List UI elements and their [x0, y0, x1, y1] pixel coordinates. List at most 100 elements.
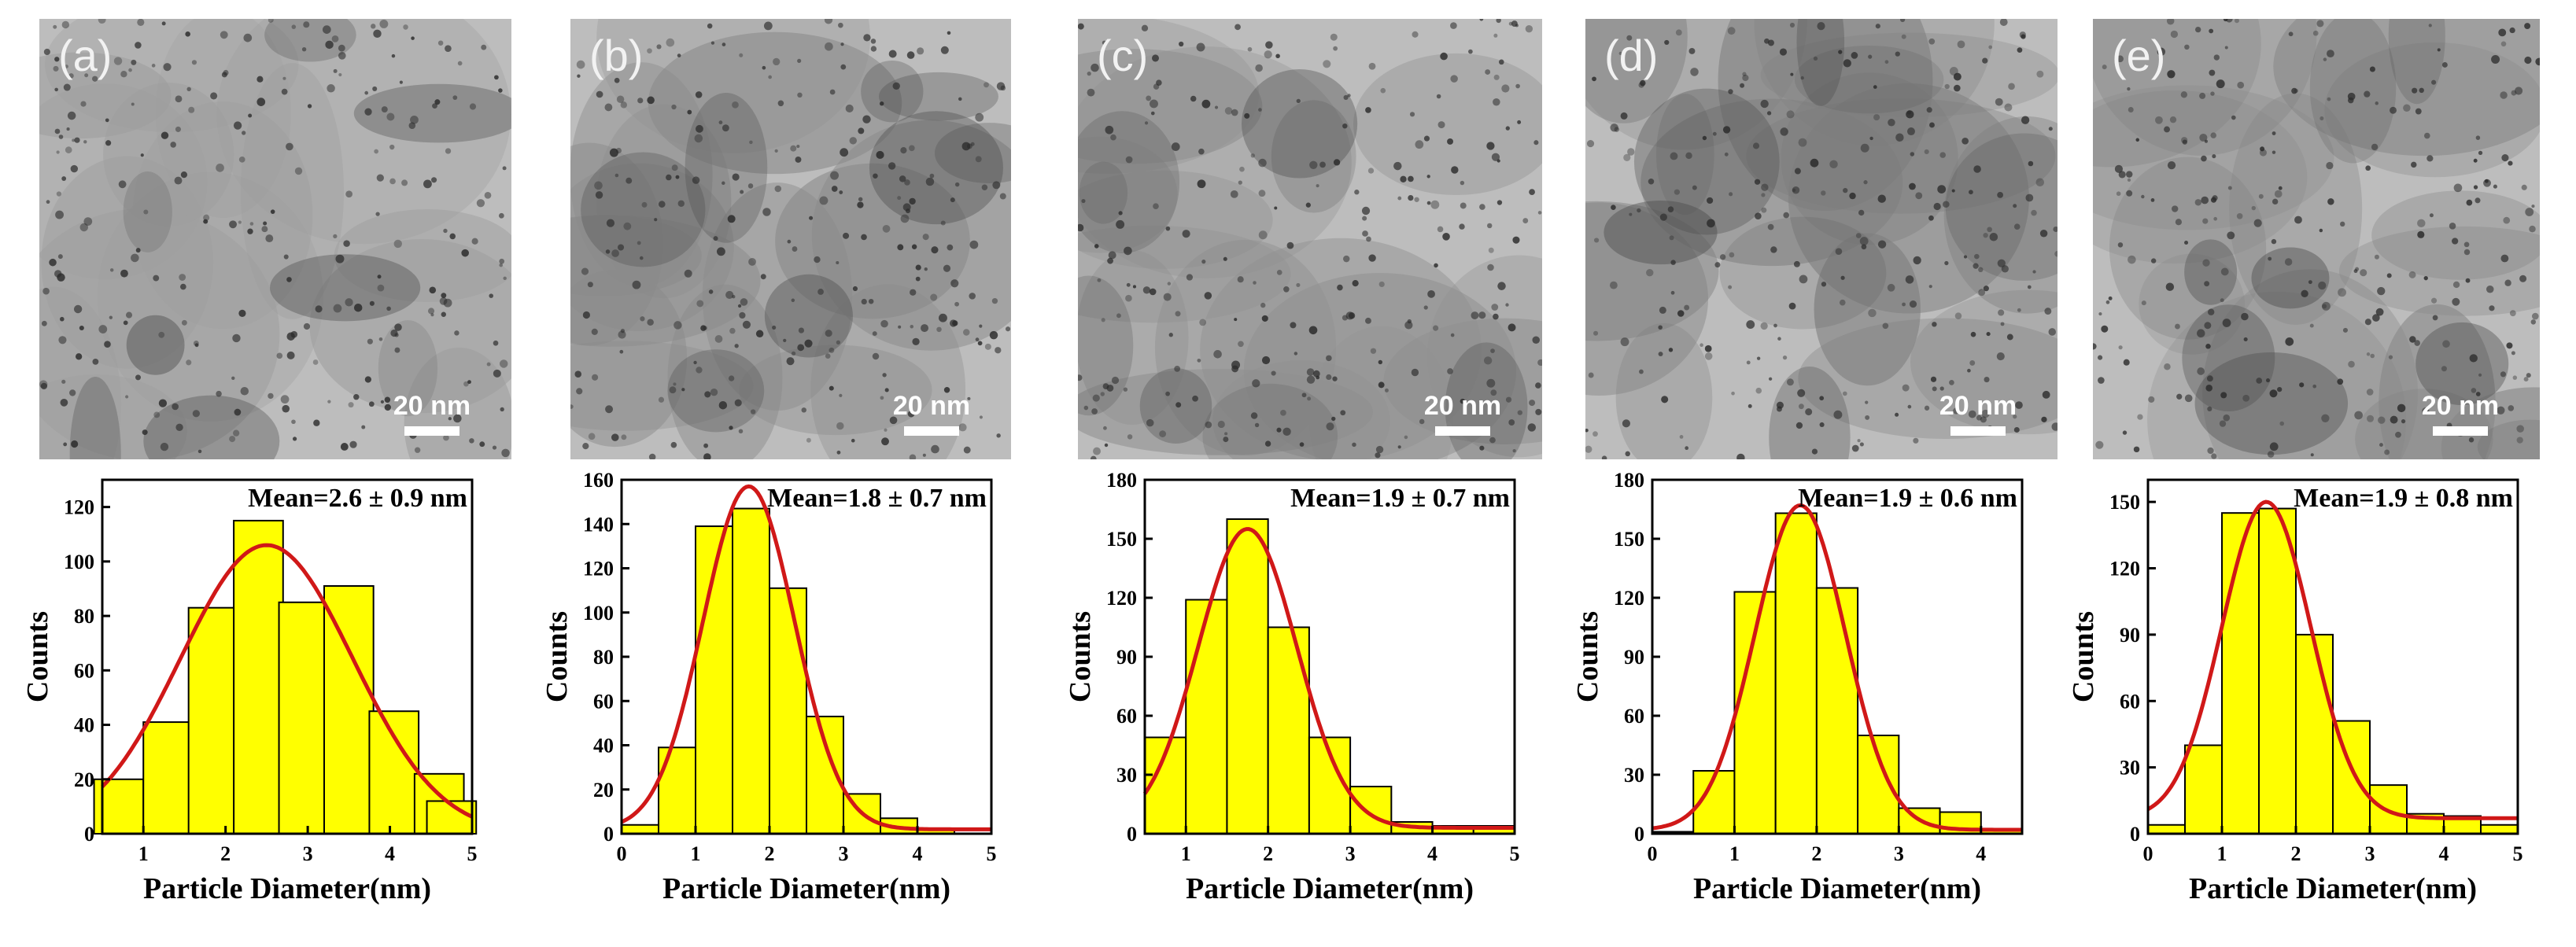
y-axis-title: Counts [541, 611, 574, 702]
x-tick-label: 5 [2513, 842, 2523, 865]
histogram-bar [621, 824, 659, 835]
x-tick-label: 3 [1894, 842, 1904, 865]
y-tick-label: 150 [2109, 491, 2140, 514]
x-tick-label: 0 [1648, 842, 1658, 865]
x-tick-label: 1 [1181, 842, 1191, 865]
x-tick-label: 2 [220, 842, 231, 865]
y-tick-label: 80 [74, 605, 94, 628]
y-tick-label: 0 [603, 823, 614, 846]
panel-label: (d) [1604, 31, 1659, 80]
panel-label: (a) [58, 31, 113, 80]
gaussian-fit-line [1652, 503, 2022, 832]
y-tick-label: 160 [583, 469, 614, 492]
y-axis-title: Counts [1064, 611, 1097, 702]
y-tick-label: 90 [2120, 624, 2140, 647]
scale-bar: 20 nm [381, 391, 483, 436]
y-tick-label: 150 [1106, 528, 1137, 551]
histogram-bar [1349, 786, 1393, 835]
mean-annotation: Mean=1.8 ± 0.7 nm [767, 484, 987, 513]
mean-annotation: Mean=1.9 ± 0.7 nm [1290, 484, 1510, 513]
mean-annotation: Mean=2.6 ± 0.9 nm [248, 484, 467, 513]
y-tick-label: 0 [84, 823, 94, 846]
scale-bar-label: 20 nm [892, 391, 971, 421]
y-tick-label: 0 [1634, 823, 1644, 846]
x-tick-label: 1 [691, 842, 701, 865]
gaussian-fit-line [1142, 527, 1515, 830]
histogram-bar [1815, 587, 1859, 835]
histogram-bar [2295, 633, 2334, 835]
scale-bar-label: 20 nm [1939, 391, 2017, 421]
scale-bar-line [2433, 426, 2488, 436]
histogram-bar [732, 507, 770, 835]
y-tick-label: 100 [583, 602, 614, 625]
y-tick-label: 90 [1116, 646, 1137, 669]
x-tick-label: 1 [138, 842, 149, 865]
x-tick-label: 3 [839, 842, 849, 865]
histogram-bar [769, 587, 807, 835]
x-tick-label: 2 [1263, 842, 1273, 865]
x-tick-label: 2 [765, 842, 775, 865]
y-tick-label: 40 [74, 714, 94, 737]
plot-frame [101, 478, 474, 835]
x-tick-label: 4 [1976, 842, 1986, 865]
y-tick-label: 30 [1624, 764, 1644, 787]
x-tick-label: 0 [2143, 842, 2153, 865]
x-tick-label: 3 [1345, 842, 1356, 865]
histogram-bar [2184, 744, 2223, 835]
scale-bar: 20 nm [880, 391, 983, 436]
y-tick-label: 20 [593, 779, 614, 801]
tem-micrograph: (e) 20 nm [2093, 19, 2540, 459]
x-tick-label: 5 [467, 842, 478, 865]
x-tick-label: 1 [1729, 842, 1740, 865]
x-axis-title: Particle Diameter(nm) [143, 872, 431, 905]
tem-micrograph: (c) 20 nm [1078, 19, 1542, 459]
y-tick-label: 60 [1116, 705, 1137, 728]
y-tick-label: 150 [1614, 528, 1644, 551]
gaussian-fit-line [2146, 499, 2518, 820]
histogram-bar [658, 746, 696, 835]
histogram-chart: 0 1 2 3 4 5 0 20 40 60 80 100 120 140 160 Particle Diam… [535, 464, 1039, 944]
x-tick-label: 2 [1811, 842, 1821, 865]
histogram-chart: 0 1 2 3 4 5 0 30 60 90 120 150 Particle Diameter(nm)… [2061, 464, 2565, 944]
y-tick-label: 60 [2120, 690, 2140, 713]
scale-bar-line [904, 426, 959, 436]
tem-micrograph: (d) 20 nm [1585, 19, 2057, 459]
histogram-bar [233, 519, 284, 835]
y-axis-title: Counts [21, 611, 54, 702]
y-tick-label: 30 [1116, 764, 1137, 787]
histogram-bar [2147, 824, 2186, 835]
y-tick-label: 60 [1624, 705, 1644, 728]
x-tick-label: 0 [617, 842, 627, 865]
x-tick-label: 1 [2217, 842, 2227, 865]
x-tick-label: 4 [2439, 842, 2449, 865]
panel-label: (e) [2112, 31, 2166, 80]
scale-bar-label: 20 nm [2421, 391, 2500, 421]
x-tick-label: 4 [913, 842, 923, 865]
histogram-bar [2258, 507, 2297, 835]
y-tick-label: 100 [64, 551, 94, 573]
y-tick-label: 120 [64, 496, 94, 519]
y-tick-label: 60 [74, 659, 94, 682]
gaussian-fit-line [620, 484, 991, 831]
y-tick-label: 140 [583, 513, 614, 536]
tem-micrograph: (b) 20 nm [570, 19, 1011, 459]
histogram-bar [278, 601, 330, 835]
y-tick-label: 120 [583, 558, 614, 580]
panel-label: (b) [589, 31, 644, 80]
histogram-bar [2221, 512, 2260, 835]
y-tick-label: 180 [1106, 469, 1137, 492]
plot-frame [2146, 478, 2519, 835]
scale-bar-label: 20 nm [1423, 391, 1502, 421]
scale-bar-line [1950, 426, 2006, 436]
y-tick-label: 40 [593, 735, 614, 757]
panel-label: (c) [1097, 31, 1149, 80]
x-axis-title: Particle Diameter(nm) [1186, 872, 1474, 905]
y-tick-label: 60 [593, 690, 614, 713]
mean-annotation: Mean=1.9 ± 0.6 nm [1798, 484, 2017, 513]
histogram-bar [368, 710, 420, 835]
y-tick-label: 90 [1624, 646, 1644, 669]
x-tick-label: 2 [2291, 842, 2301, 865]
x-axis-title: Particle Diameter(nm) [1693, 872, 1981, 905]
scale-bar: 20 nm [1412, 391, 1514, 436]
x-tick-label: 3 [303, 842, 313, 865]
